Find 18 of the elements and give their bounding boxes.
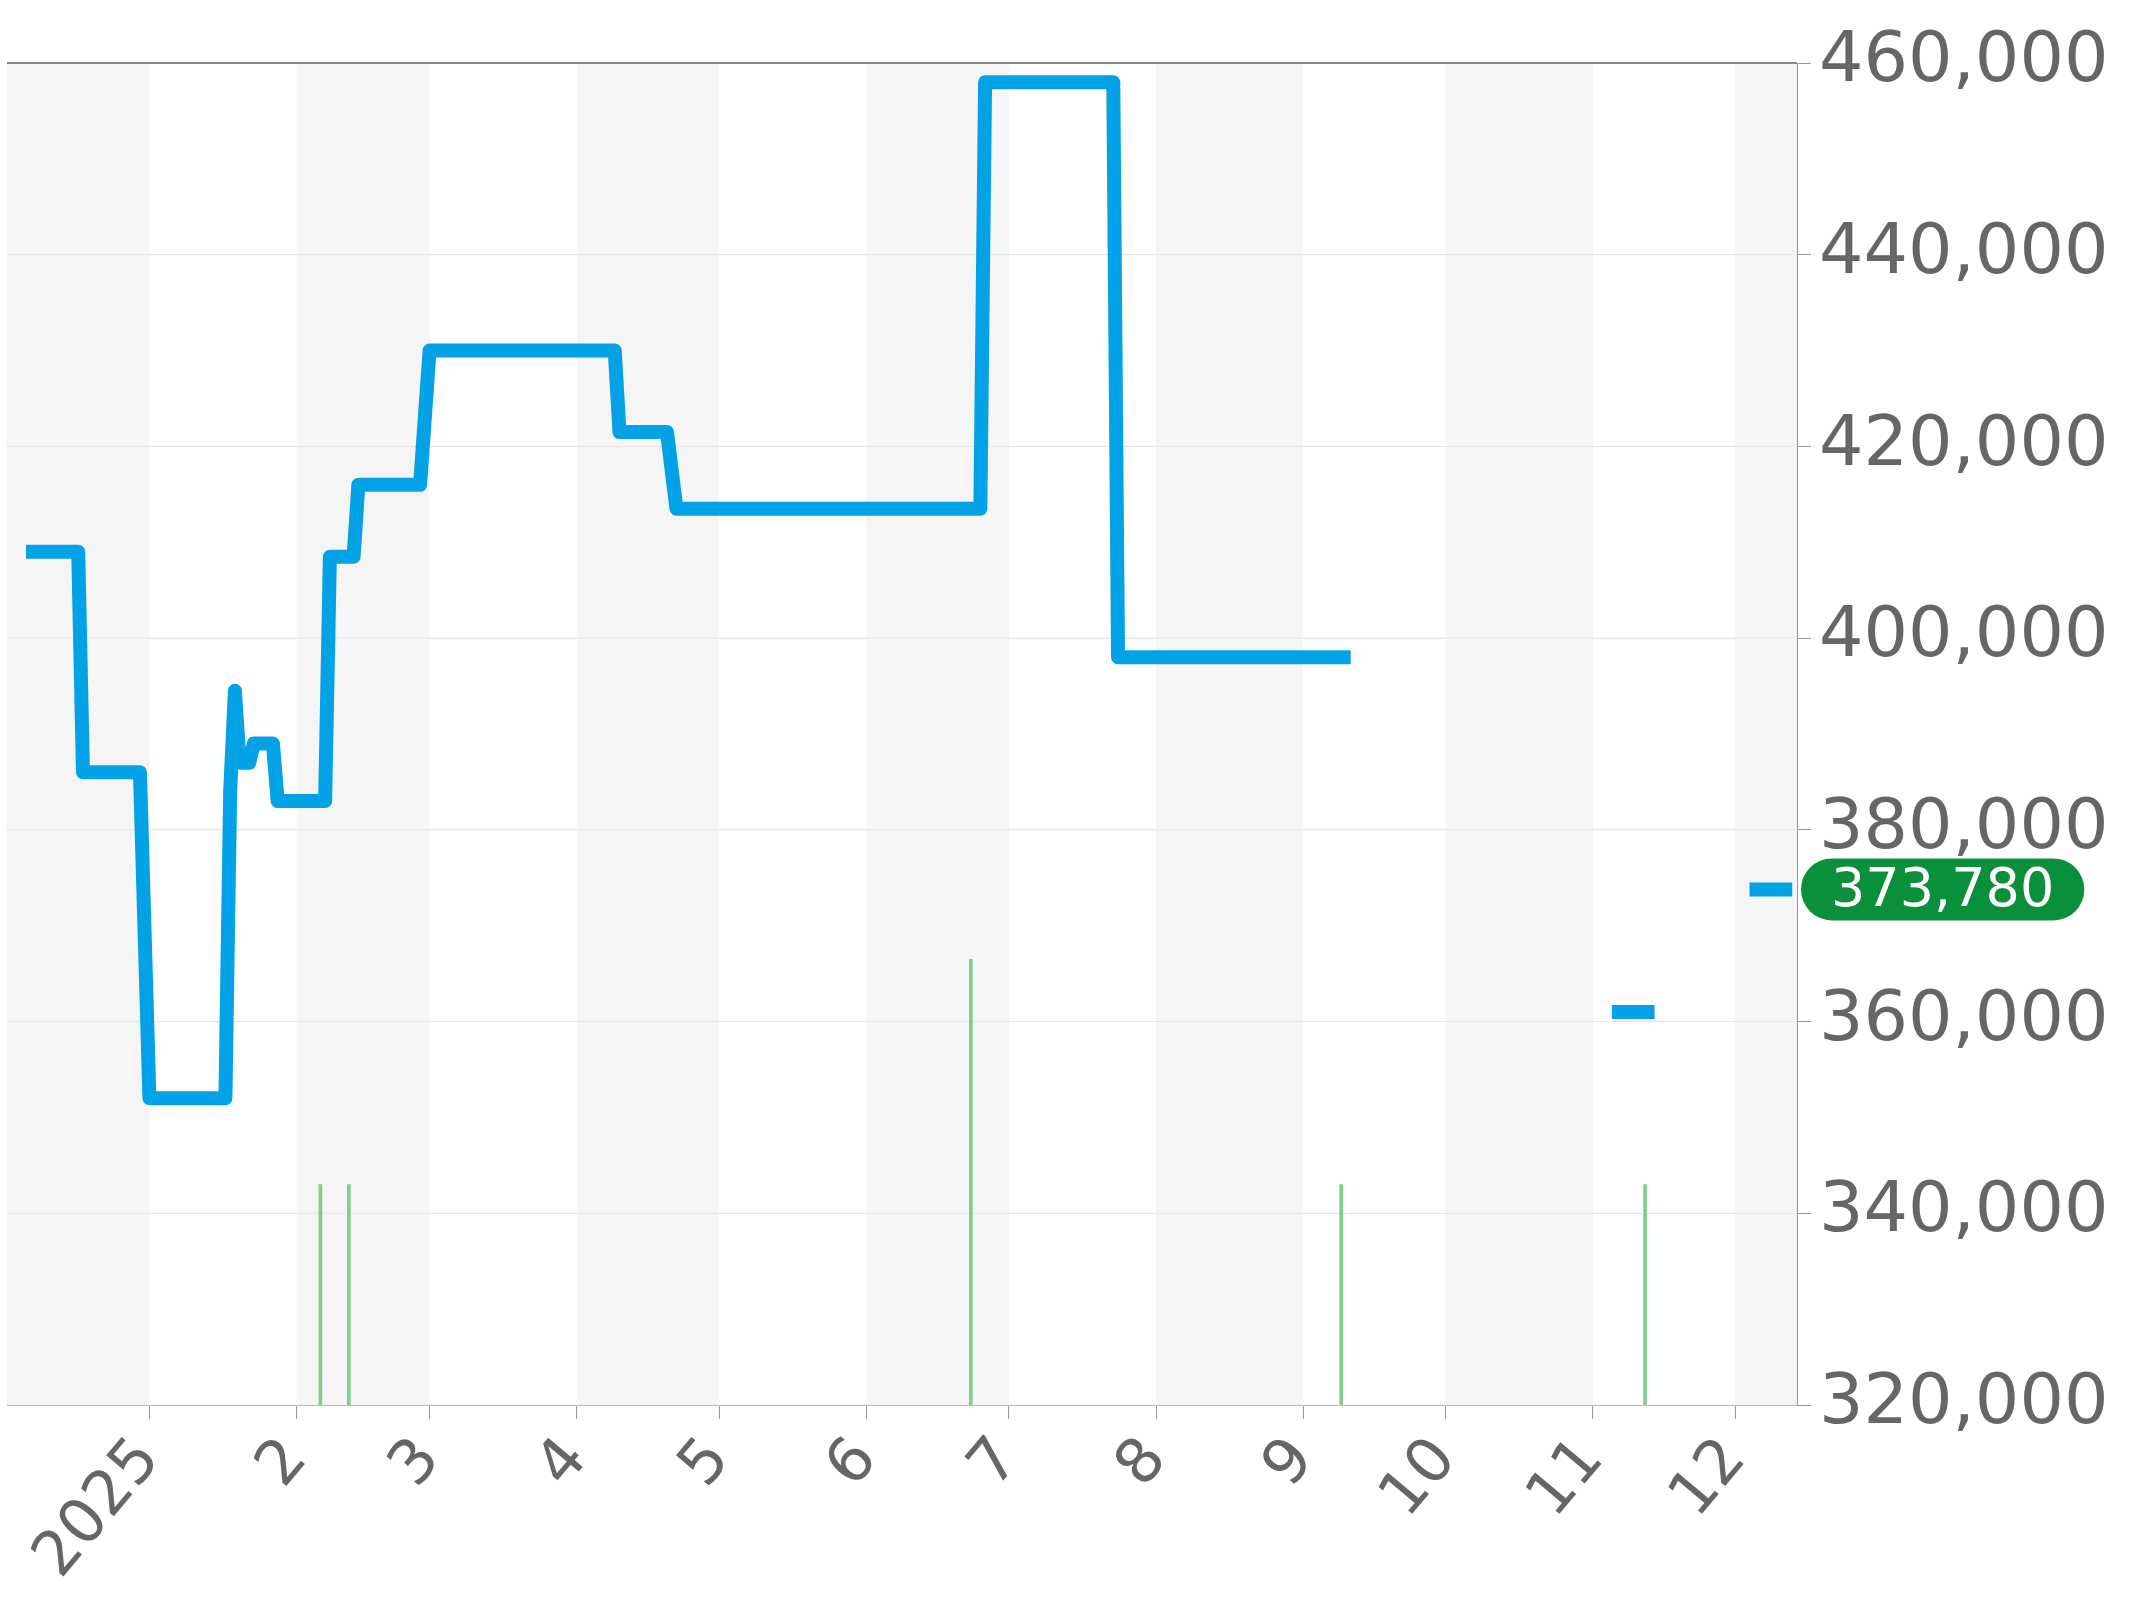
y-tick-label: 400,000 (1819, 591, 2109, 674)
y-tick-label: 320,000 (1819, 1358, 2109, 1441)
x-tick-label: 12 (1652, 1421, 1760, 1530)
y-tick-label: 340,000 (1819, 1166, 2109, 1249)
y-tick-label: 360,000 (1819, 974, 2109, 1057)
y-tick-label: 420,000 (1819, 399, 2109, 482)
x-tick-label: 9 (1245, 1421, 1328, 1500)
x-tick-label: 8 (1098, 1421, 1180, 1500)
x-tick-label: 4 (519, 1421, 601, 1500)
y-tick-label: 440,000 (1819, 207, 2109, 290)
x-tick-label: 5 (661, 1421, 744, 1500)
x-tick-label: 2 (239, 1421, 321, 1500)
x-tick-label: 7 (951, 1421, 1033, 1500)
x-tick-label: 3 (372, 1421, 454, 1500)
x-tick-label: 10 (1362, 1421, 1470, 1530)
x-tick-label: 11 (1510, 1421, 1617, 1530)
y-tick-label: 460,000 (1819, 16, 2109, 99)
x-tick-label: 6 (808, 1421, 891, 1500)
